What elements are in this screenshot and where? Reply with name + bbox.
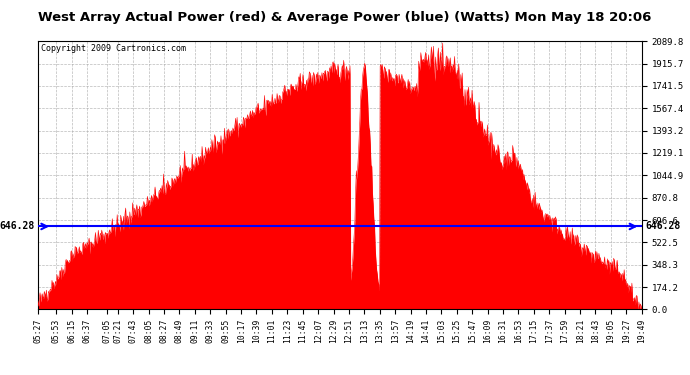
Text: West Array Actual Power (red) & Average Power (blue) (Watts) Mon May 18 20:06: West Array Actual Power (red) & Average …	[39, 11, 651, 24]
Text: 646.28: 646.28	[645, 222, 680, 231]
Text: 646.28: 646.28	[0, 222, 34, 231]
Text: Copyright 2009 Cartronics.com: Copyright 2009 Cartronics.com	[41, 44, 186, 53]
